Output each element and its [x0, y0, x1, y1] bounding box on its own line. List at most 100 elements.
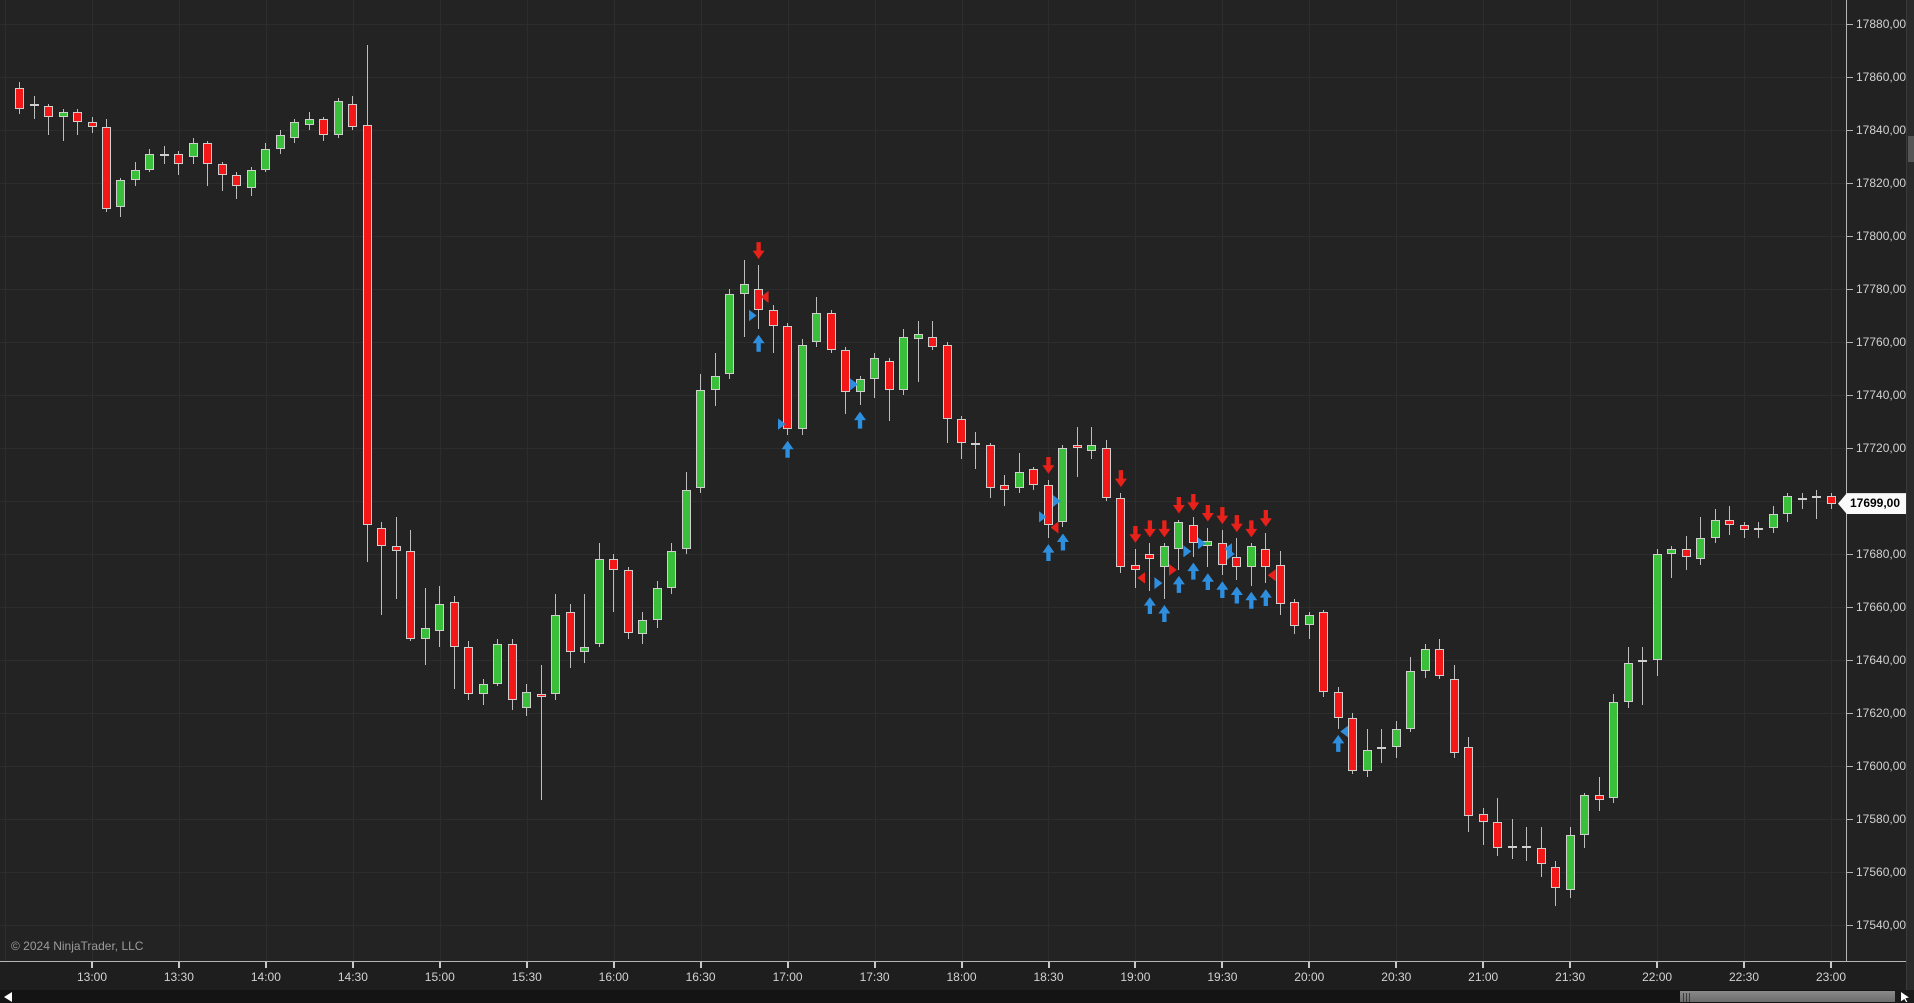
candle [304, 119, 314, 125]
sell-signal-arrow-icon [1042, 456, 1055, 474]
candle [319, 119, 329, 136]
gridline-vertical [1831, 0, 1832, 961]
scroll-left-arrow-icon[interactable] [4, 992, 12, 1002]
time-axis-tick [177, 962, 180, 968]
candle [957, 418, 966, 443]
price-axis-tick [1847, 183, 1853, 184]
candle [1304, 614, 1314, 626]
candle [1217, 543, 1227, 565]
buy-signal-arrow-icon [1143, 597, 1156, 615]
candle [116, 180, 126, 207]
candle [609, 559, 619, 570]
time-axis-tick [438, 962, 441, 968]
order-fill-triangle-icon [1052, 495, 1061, 507]
sell-signal-arrow-icon [1172, 496, 1185, 514]
candle [928, 336, 938, 348]
candle [261, 148, 271, 170]
candle-wick [1642, 646, 1644, 706]
price-axis-tick [1847, 925, 1853, 926]
candle [797, 344, 807, 430]
sell-signal-arrow-icon [1143, 520, 1156, 538]
time-axis-label: 19:00 [1120, 970, 1151, 984]
time-axis-tick [91, 962, 93, 968]
time-axis-label: 17:30 [859, 970, 890, 984]
candle [130, 169, 140, 181]
price-axis-label: 17540,00 [1856, 918, 1907, 932]
scrollbar-corner-button[interactable] [1895, 990, 1914, 1003]
candle [971, 442, 981, 445]
candle-wick [1743, 522, 1745, 539]
gridline-horizontal [0, 24, 1846, 25]
candle-wick [381, 522, 383, 615]
sell-signal-arrow-icon [1230, 515, 1243, 533]
gridline-vertical [5, 0, 7, 961]
candle [493, 644, 503, 684]
time-axis-tick [525, 962, 528, 968]
candle [1058, 448, 1068, 523]
candle [1014, 471, 1024, 488]
time-axis-tick [1134, 962, 1137, 968]
candle-wick [1816, 490, 1817, 520]
buy-signal-arrow-icon [1056, 533, 1069, 551]
time-axis-tick [1569, 962, 1572, 968]
candle [638, 620, 648, 634]
candle [551, 614, 561, 695]
candle-wick [975, 432, 977, 470]
candle [725, 294, 735, 374]
candle [1667, 548, 1677, 554]
order-fill-triangle-icon [1267, 569, 1276, 582]
price-axis-label: 17780,00 [1856, 282, 1907, 296]
price-axis[interactable]: 17880,00 17860,00 17840,00 17820,00 17800,00… [1846, 0, 1907, 961]
horizontal-scrollbar[interactable] [0, 990, 1906, 1003]
candle-wick [1801, 493, 1803, 509]
gridline-vertical [1048, 0, 1050, 961]
gridline-horizontal [0, 554, 1846, 555]
time-axis-label: 14:30 [337, 970, 368, 984]
candle [1406, 670, 1416, 729]
time-axis-tick [1656, 962, 1659, 968]
order-fill-triangle-icon [1224, 542, 1233, 555]
order-fill-triangle-icon [1137, 571, 1146, 584]
price-axis-label: 17640,00 [1856, 653, 1907, 667]
chart-plot-area[interactable] [0, 0, 1846, 961]
candle [710, 376, 720, 390]
candle [188, 143, 198, 157]
time-axis-label: 15:00 [424, 970, 455, 984]
candle [841, 349, 851, 393]
candle [1623, 662, 1633, 703]
candle [435, 604, 445, 631]
candle [44, 106, 54, 117]
candle [87, 122, 97, 128]
price-axis-tick [1847, 236, 1853, 237]
candle-wick [424, 588, 426, 666]
candle [203, 143, 213, 165]
candle [1783, 495, 1793, 515]
vertical-scrollbar[interactable] [1906, 0, 1914, 1003]
order-fill-triangle-icon [850, 378, 859, 391]
candle [1580, 795, 1590, 835]
candle [145, 153, 155, 170]
candle-wick [917, 320, 919, 382]
scrollbar-grip-icon[interactable] [1683, 993, 1692, 1002]
candle [1739, 524, 1749, 531]
sell-signal-arrow-icon [1158, 520, 1171, 538]
order-fill-triangle-icon [748, 309, 757, 322]
candle-wick [62, 108, 64, 141]
gridline-horizontal [0, 607, 1846, 608]
candle-wick [613, 554, 615, 613]
order-fill-triangle-icon [1050, 521, 1059, 534]
time-axis[interactable]: 13:00 13:30 14:00 14:30 15:00 15:30 16:00 16:30… [0, 961, 1906, 990]
horizontal-scrollbar-thumb[interactable] [1680, 991, 1895, 1002]
price-axis-tick [1847, 342, 1853, 343]
vertical-scrollbar-thumb[interactable] [1908, 136, 1914, 162]
price-axis-tick [1847, 819, 1853, 820]
price-axis-label: 17820,00 [1856, 176, 1907, 190]
price-axis-tick [1847, 289, 1853, 290]
candle [464, 646, 474, 695]
gridline-horizontal [0, 77, 1846, 78]
candle [652, 588, 662, 621]
candle-wick [1076, 426, 1078, 478]
price-axis-label: 17720,00 [1856, 441, 1907, 455]
candle-wick [584, 593, 586, 663]
